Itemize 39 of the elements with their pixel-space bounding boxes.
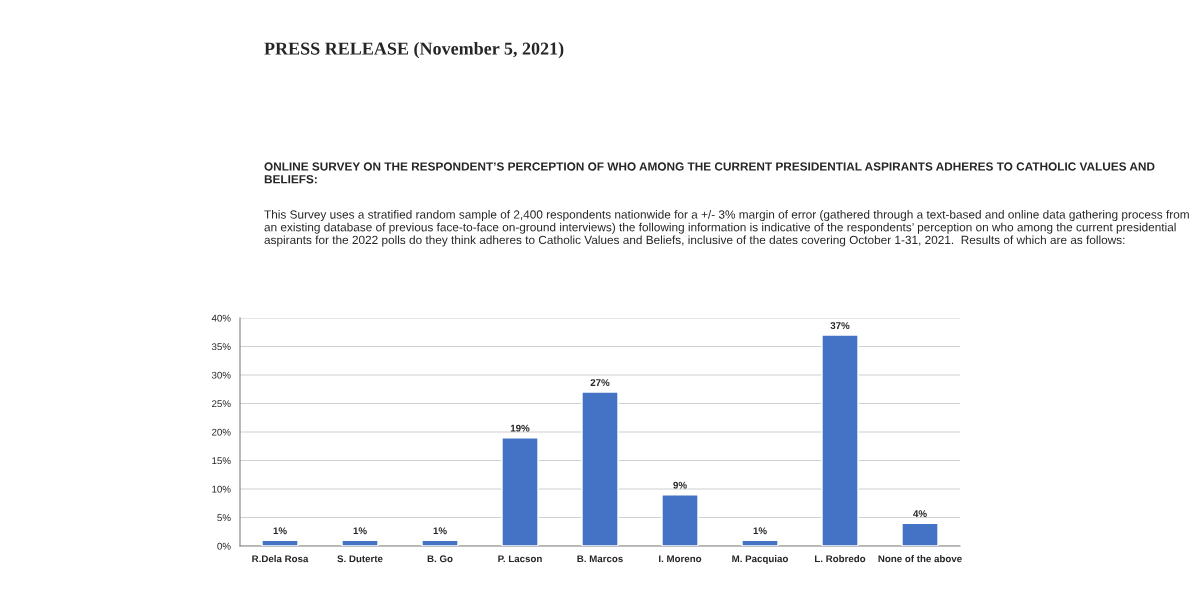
y-tick-label: 0%: [217, 542, 231, 550]
bar: [581, 391, 619, 546]
chart-subtitle: ONLINE SURVEY ON THE RESPONDENT’S PERCEPTION OF WHO AMONG THE CURRENT PRESIDENTIAL ASPIRANTS ADHERES TO CATHOLIC VALUES AND BELIEFS:: [264, 162, 1155, 184]
y-tick-label: 15%: [212, 457, 231, 465]
bar: [821, 334, 859, 546]
x-tick-label: M. Pacquiao: [732, 555, 788, 565]
data-label: 19%: [510, 424, 530, 432]
x-tick-label: L. Robredo: [815, 555, 866, 563]
y-tick-label: 10%: [212, 485, 231, 493]
text: This Survey uses a stratified random sample of 2,400 respondents nationwide for a +/- 3% margin of error (gathered through a text-based and online data gathering process from an existing database of previous face-to-face on-ground interviews) the following information is indicative of the respondents’ perception on who among the current presidential aspirants for the 2022 polls do they think adheres to Catholic Values and Beliefs, inclusive of the dates covering October 1-31, 2021. Results of which are as follows:: [264, 210, 1189, 247]
y-tick-label: 40%: [211, 314, 231, 322]
x-tick-label: P. Lacson: [498, 555, 542, 563]
chart-title: PRESS RELEASE (November 5, 2021): [264, 42, 564, 59]
data-label: 9%: [673, 481, 687, 489]
data-label: 37%: [830, 322, 850, 330]
x-tick-label: B. Marcos: [577, 555, 623, 563]
bar: [901, 522, 939, 546]
bar: [341, 539, 379, 546]
bar: [661, 494, 699, 546]
x-tick-label: B. Go: [427, 555, 453, 563]
x-tick-label: None of the above: [878, 555, 962, 563]
y-tick-label: 30%: [211, 371, 231, 379]
data-label: 1%: [753, 527, 767, 535]
y-tick-label: 20%: [212, 428, 231, 436]
y-tick-label: 5%: [217, 514, 231, 522]
y-tick-label: 25%: [212, 400, 231, 408]
x-tick-label: R.Dela Rosa: [252, 555, 309, 563]
bar: [501, 437, 539, 546]
y-tick-label: 35%: [211, 343, 231, 351]
bar: [741, 539, 779, 546]
data-label: 27%: [590, 379, 610, 386]
x-tick-label: S. Duterte: [337, 555, 383, 563]
data-label: 1%: [353, 527, 367, 535]
bar: [261, 539, 299, 546]
bar: [421, 539, 459, 546]
x-tick-label: I. Moreno: [659, 555, 702, 563]
data-label: 1%: [273, 527, 287, 535]
data-label: 1%: [433, 527, 447, 535]
data-label: 4%: [913, 510, 927, 518]
